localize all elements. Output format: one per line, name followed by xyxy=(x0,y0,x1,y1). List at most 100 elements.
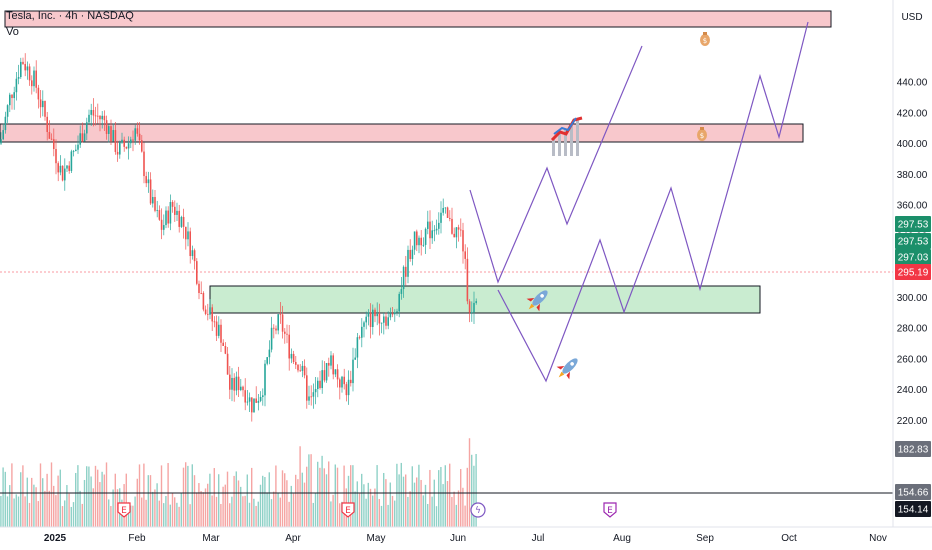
volume-bar xyxy=(330,501,331,527)
candle-body xyxy=(167,211,169,224)
price-tick-label: 240.00 xyxy=(897,385,928,396)
candle-body xyxy=(398,294,400,311)
candle-body xyxy=(429,222,431,239)
candle-body xyxy=(357,337,359,357)
candle-body xyxy=(387,317,389,325)
volume-bar xyxy=(150,475,151,527)
projection-path-upper[interactable] xyxy=(470,46,642,282)
candle-body xyxy=(352,360,354,383)
volume-bar xyxy=(401,463,402,527)
volume-bar xyxy=(13,498,14,527)
price-tick-label: 400.00 xyxy=(897,139,928,150)
volume-bar xyxy=(392,496,393,527)
volume-bar xyxy=(357,481,358,527)
candle-body xyxy=(236,377,238,391)
volume-bar xyxy=(51,462,52,527)
volume-bar xyxy=(0,496,1,527)
candle-body xyxy=(253,398,255,412)
volume-bar xyxy=(143,464,144,527)
time-axis[interactable]: 2025 Feb Mar Apr May Jun Jul Aug Sep Oct Nov xyxy=(44,533,887,544)
candle-body xyxy=(420,238,422,246)
symbol-title[interactable]: Tesla, Inc. · 4h · NASDAQ xyxy=(6,10,134,22)
volume-bar xyxy=(365,499,366,527)
candle-body xyxy=(374,310,376,316)
volume-bar xyxy=(436,506,437,527)
volume-bar xyxy=(238,480,239,527)
candle-body xyxy=(211,307,213,321)
projection-path-lower[interactable] xyxy=(498,22,808,381)
volume-bar xyxy=(280,498,281,527)
volume-bar xyxy=(62,506,63,527)
volume-bar xyxy=(258,502,259,527)
time-tick-label: Apr xyxy=(285,533,301,544)
price-badge-label: 297.03 xyxy=(898,253,929,264)
candle-body xyxy=(57,163,59,172)
candle-body xyxy=(350,380,352,383)
candle-body xyxy=(33,71,35,87)
volume-bar xyxy=(447,481,448,527)
volume-bar xyxy=(262,476,263,527)
candle-body xyxy=(302,366,304,371)
candle-body xyxy=(436,229,438,231)
candle-body xyxy=(38,88,40,100)
volume-bar xyxy=(284,473,285,527)
candle-body xyxy=(332,355,334,374)
candle-body xyxy=(90,110,92,115)
candle-body xyxy=(139,134,141,140)
volume-bar xyxy=(156,483,157,527)
time-tick-label: May xyxy=(367,533,386,544)
volume-bar xyxy=(165,496,166,527)
candle-body xyxy=(104,116,106,120)
candle-body xyxy=(101,116,103,119)
candle-body xyxy=(112,130,114,141)
candle-body xyxy=(381,323,383,324)
volume-bar xyxy=(200,491,201,527)
volume-bar xyxy=(310,454,311,527)
volume-bar xyxy=(361,474,362,527)
volume-bar xyxy=(394,501,395,527)
volume-bar xyxy=(374,489,375,527)
volume-bar xyxy=(418,465,419,527)
candle-body xyxy=(198,284,200,293)
volume-bar xyxy=(429,470,430,527)
volume-bar xyxy=(313,503,314,527)
candle-body xyxy=(209,307,211,314)
candle-body xyxy=(412,250,414,259)
candle-body xyxy=(31,80,33,86)
volume-bar xyxy=(244,496,245,527)
candle-body xyxy=(251,397,253,412)
candle-body xyxy=(372,310,374,327)
candle-body xyxy=(341,377,343,388)
candle-body xyxy=(99,116,101,119)
volume-bar xyxy=(412,466,413,527)
candle-body xyxy=(192,250,194,256)
candle-body xyxy=(409,250,411,259)
currency-label[interactable]: USD xyxy=(901,12,922,23)
candle-body xyxy=(458,227,460,229)
candle-body xyxy=(460,230,462,231)
volume-bar xyxy=(203,492,204,527)
candle-body xyxy=(148,179,150,183)
volume-label[interactable]: Vo xyxy=(6,25,134,39)
candle-body xyxy=(68,166,70,171)
resistance-zone-mid[interactable] xyxy=(0,124,803,142)
volume-bar xyxy=(134,497,135,527)
candle-body xyxy=(282,315,284,332)
volume-bar xyxy=(277,493,278,527)
svg-text:$: $ xyxy=(700,132,704,140)
candle-body xyxy=(189,231,191,256)
volume-bar xyxy=(161,465,162,527)
candle-body xyxy=(170,202,172,224)
candle-body xyxy=(440,213,442,223)
candle-body xyxy=(335,369,337,374)
support-zone[interactable] xyxy=(210,286,760,313)
event-marker-label: ϟ xyxy=(475,506,481,516)
volume-bar xyxy=(260,485,261,527)
candle-body xyxy=(291,354,293,359)
volume-bar xyxy=(242,496,243,527)
candle-body xyxy=(46,117,48,132)
volume-bar xyxy=(55,495,56,527)
candle-body xyxy=(343,377,345,384)
